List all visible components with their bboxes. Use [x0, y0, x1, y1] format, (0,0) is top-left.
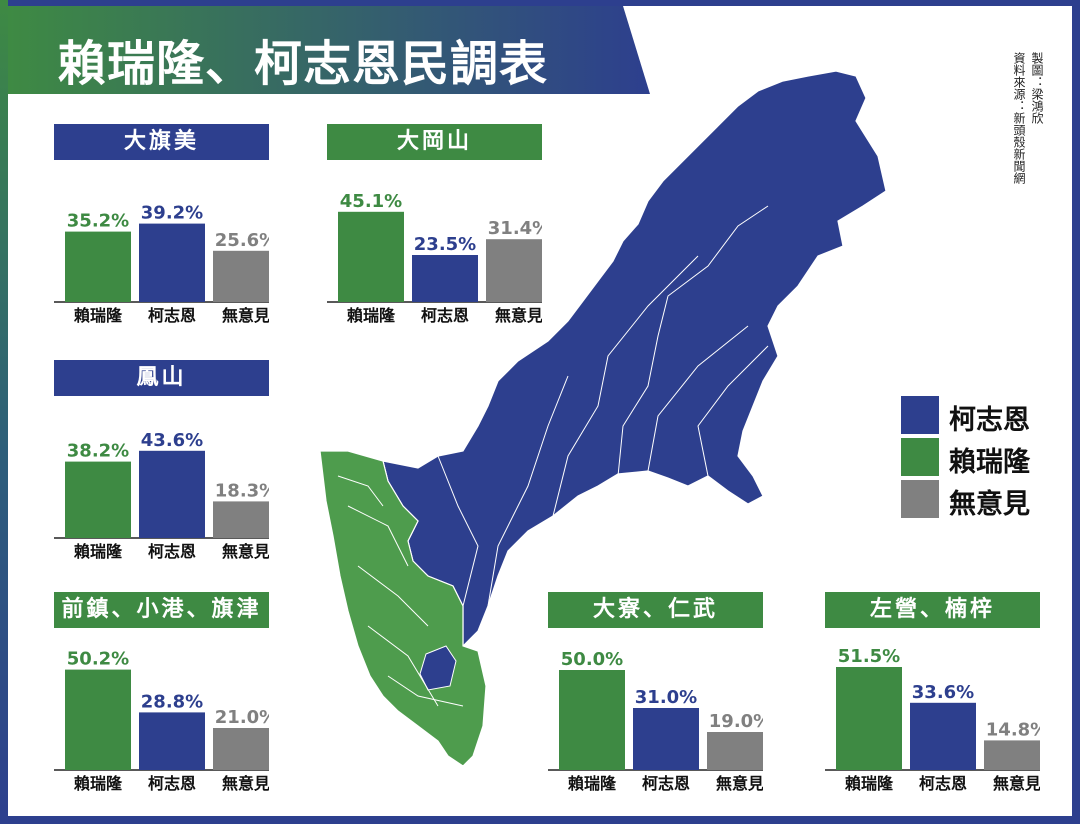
- category-label: 賴瑞隆: [347, 306, 396, 324]
- bar: [338, 211, 404, 302]
- bar-value-label: 33.6%: [912, 682, 974, 703]
- category-label: 無意見: [222, 774, 269, 792]
- bar: [836, 667, 902, 770]
- bar-value-label: 45.1%: [340, 191, 402, 212]
- map-region-blue: [382, 70, 887, 648]
- infographic-frame: 賴瑞隆、柯志恩民調表 製圖：梁鴻欣 資料來源：新頭殼新聞網 大旗美 35.2% 賴…: [8, 6, 1072, 816]
- bar-value-label: 50.2%: [67, 649, 129, 670]
- map-district-lines: [337, 205, 769, 707]
- category-label: 柯志恩: [919, 774, 967, 792]
- legend-label: 賴瑞隆: [949, 447, 1030, 478]
- legend-swatch: [901, 396, 939, 434]
- legend-swatch: [901, 480, 939, 518]
- bar: [559, 670, 625, 770]
- bar: [486, 239, 542, 302]
- category-label: 無意見: [993, 774, 1040, 792]
- bar-value-label: 14.8%: [986, 719, 1040, 740]
- bar: [213, 728, 269, 770]
- category-label: 無意見: [495, 306, 542, 324]
- panel-title: 左營、楠梓: [825, 592, 1040, 628]
- bar-value-label: 23.5%: [414, 234, 476, 255]
- bar-value-label: 39.2%: [141, 203, 203, 224]
- category-label: 柯志恩: [421, 306, 469, 324]
- bar: [139, 223, 205, 302]
- panel-title: 大岡山: [327, 124, 542, 160]
- bar-value-label: 38.2%: [67, 441, 129, 462]
- panel-daliao-renwu: 大寮、仁武 50.0% 賴瑞隆 31.0% 柯志恩 19.0% 無意見: [548, 592, 763, 792]
- title-banner: [8, 6, 650, 94]
- category-label: 賴瑞隆: [74, 306, 123, 324]
- legend-label: 無意見: [949, 489, 1030, 520]
- panel-qianzhen-xiaogang-qijin: 前鎮、小港、旗津 50.2% 賴瑞隆 28.8% 柯志恩 21.0% 無意見: [54, 592, 269, 792]
- bar: [412, 255, 478, 302]
- category-label: 柯志恩: [148, 542, 196, 560]
- panel-fengshan: 鳳山 38.2% 賴瑞隆 43.6% 柯志恩 18.3% 無意見: [54, 360, 269, 560]
- bar-value-label: 25.6%: [215, 230, 269, 251]
- category-label: 無意見: [716, 774, 763, 792]
- map-region-blue-pocket: [419, 645, 457, 691]
- bar-value-label: 18.3%: [215, 480, 269, 501]
- category-label: 柯志恩: [148, 774, 196, 792]
- legend-swatch: [901, 438, 939, 476]
- category-label: 無意見: [222, 542, 269, 560]
- panel-title: 大寮、仁武: [548, 592, 763, 628]
- category-label: 賴瑞隆: [568, 774, 617, 792]
- bar: [139, 450, 205, 538]
- bar-value-label: 51.5%: [838, 646, 900, 667]
- page-title: 賴瑞隆、柯志恩民調表: [58, 36, 549, 92]
- bar: [213, 501, 269, 538]
- bar: [984, 740, 1040, 770]
- panel-title: 大旗美: [54, 124, 269, 160]
- category-label: 賴瑞隆: [74, 542, 123, 560]
- bar-value-label: 31.4%: [488, 218, 542, 239]
- legend-label: 柯志恩: [949, 405, 1030, 436]
- left-gradient-strip: [0, 0, 8, 824]
- bar-value-label: 35.2%: [67, 211, 129, 232]
- panel-dagangshan: 大岡山 45.1% 賴瑞隆 23.5% 柯志恩 31.4% 無意見: [327, 124, 542, 324]
- kaohsiung-map: [319, 70, 887, 767]
- category-label: 賴瑞隆: [845, 774, 894, 792]
- credit-source: 資料來源：新頭殼新聞網: [1012, 52, 1026, 184]
- bar-value-label: 19.0%: [709, 711, 763, 732]
- bar: [139, 712, 205, 770]
- bar: [65, 669, 131, 770]
- bar: [707, 732, 763, 770]
- bar-value-label: 31.0%: [635, 687, 697, 708]
- bar-value-label: 43.6%: [141, 430, 203, 451]
- category-label: 柯志恩: [148, 306, 196, 324]
- bar: [65, 461, 131, 538]
- credit-designer: 製圖：梁鴻欣: [1030, 52, 1044, 124]
- panel-title: 鳳山: [54, 360, 269, 396]
- bar-value-label: 21.0%: [215, 707, 269, 728]
- bar-value-label: 50.0%: [561, 649, 623, 670]
- category-label: 柯志恩: [642, 774, 690, 792]
- bar: [910, 702, 976, 770]
- panel-daqimei: 大旗美 35.2% 賴瑞隆 39.2% 柯志恩 25.6% 無意見: [54, 124, 269, 324]
- bar: [633, 708, 699, 770]
- panel-title: 前鎮、小港、旗津: [54, 592, 269, 628]
- bar: [213, 250, 269, 302]
- category-label: 賴瑞隆: [74, 774, 123, 792]
- bar: [65, 231, 131, 302]
- panel-zuoying-nanzi: 左營、楠梓 51.5% 賴瑞隆 33.6% 柯志恩 14.8% 無意見: [825, 592, 1040, 792]
- category-label: 無意見: [222, 306, 269, 324]
- bar-value-label: 28.8%: [141, 691, 203, 712]
